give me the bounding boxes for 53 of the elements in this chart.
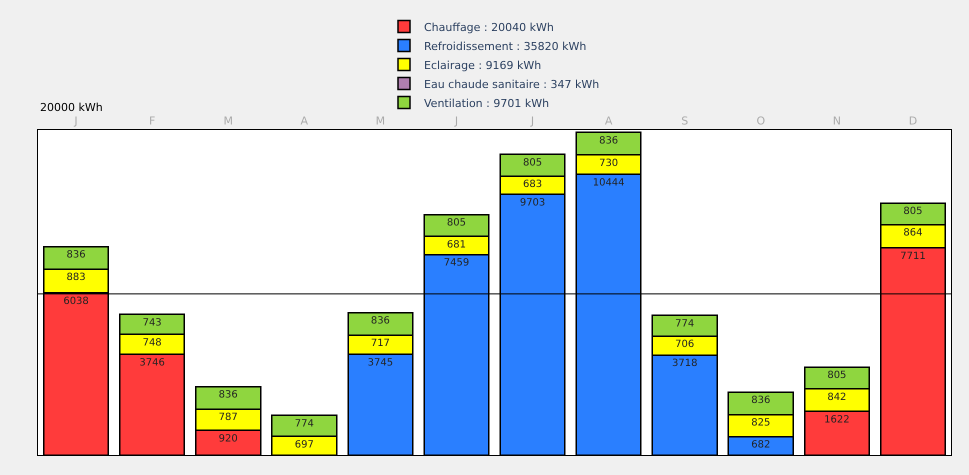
data-label: 743 [142, 317, 162, 328]
x-tick-label: N [832, 114, 841, 128]
data-label: 748 [142, 337, 162, 348]
data-label: 836 [66, 250, 86, 261]
data-label: 836 [370, 316, 390, 327]
data-label: 825 [751, 418, 770, 429]
data-label: 842 [827, 392, 846, 403]
data-label: 3718 [672, 358, 698, 370]
data-label: 805 [523, 157, 542, 168]
data-label: 1622 [824, 414, 850, 426]
data-label: 681 [446, 239, 466, 250]
x-tick-label: O [756, 114, 766, 128]
x-tick-label: F [148, 114, 156, 128]
data-label: 774 [675, 318, 694, 330]
data-label: 836 [218, 390, 238, 401]
data-label: 3745 [368, 357, 394, 368]
x-tick-label: M [376, 114, 386, 128]
x-tick-label: J [73, 114, 78, 128]
data-label: 6038 [63, 296, 89, 307]
legend-label: Eclairage : 9169 kWh [424, 58, 542, 72]
x-tick-label: A [604, 114, 613, 128]
text: 20000 kWh [40, 101, 103, 114]
data-label: 805 [903, 206, 922, 218]
data-label: 836 [599, 135, 618, 146]
data-label: 805 [827, 370, 846, 382]
data-label: 683 [523, 179, 542, 190]
data-label: 864 [903, 228, 922, 239]
data-label: 682 [751, 440, 770, 451]
data-label: 836 [751, 395, 770, 406]
x-tick-label: J [530, 114, 534, 128]
data-label: 3746 [139, 357, 165, 368]
data-label: 7711 [900, 250, 926, 262]
x-tick-label: A [300, 114, 309, 128]
data-label: 805 [446, 218, 466, 229]
data-label: 7459 [444, 258, 470, 269]
x-tick-label: M [223, 114, 233, 128]
x-tick-label: S [681, 114, 688, 128]
legend-label: Refroidissement : 35820 kWh [424, 40, 586, 53]
data-label: 697 [294, 439, 314, 450]
data-label: 730 [599, 158, 618, 169]
data-label: 774 [294, 418, 314, 430]
x-tick-label: D [908, 114, 918, 128]
data-label: 10444 [592, 177, 625, 188]
legend-label: Eau chaude sanitaire : 347 kWh [424, 78, 600, 91]
data-label: 920 [218, 433, 238, 444]
data-label: 9703 [520, 197, 546, 208]
data-label: 717 [370, 338, 390, 350]
data-label: 787 [218, 412, 238, 424]
data-label: 883 [66, 272, 86, 284]
x-tick-label: J [454, 114, 458, 128]
data-label: 706 [675, 339, 694, 350]
legend-label: Chauffage : 20040 kWh [424, 20, 554, 34]
legend-label: Ventilation : 9701 kWh [424, 96, 550, 110]
